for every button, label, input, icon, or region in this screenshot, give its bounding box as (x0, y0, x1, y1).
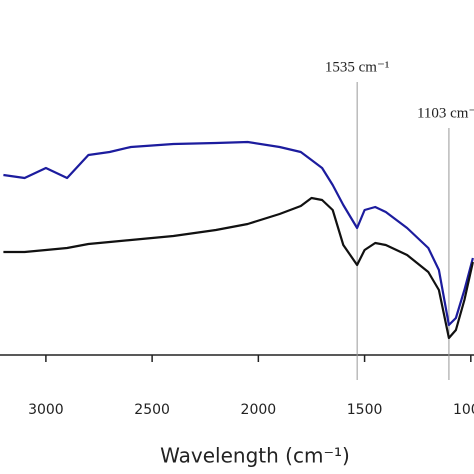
x-tick-label: 1000 (453, 402, 474, 418)
x-axis-title: Wavelength (cm⁻¹) (160, 444, 350, 468)
x-tick-label: 1500 (347, 402, 383, 418)
annotation-label: 1103 cm⁻¹ (417, 105, 474, 121)
annotation-label: 1535 cm⁻¹ (325, 59, 390, 75)
x-tick-label: 2500 (134, 402, 170, 418)
series-line (3, 196, 474, 340)
series-line (3, 140, 474, 327)
x-tick-label: 2000 (241, 402, 277, 418)
x-tick-label: 3000 (28, 402, 64, 418)
